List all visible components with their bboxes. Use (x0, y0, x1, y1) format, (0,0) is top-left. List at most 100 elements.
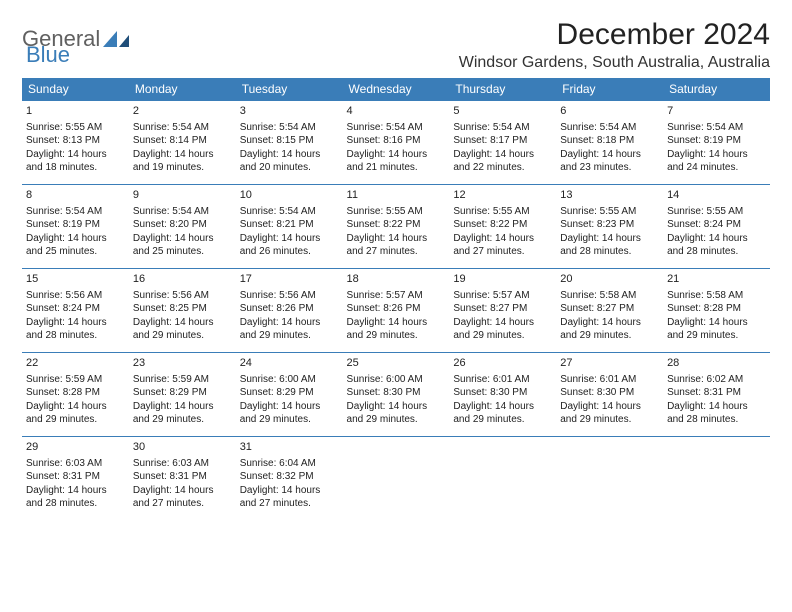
sunset-line: Sunset: 8:13 PM (26, 134, 125, 148)
calendar-row: 1Sunrise: 5:55 AMSunset: 8:13 PMDaylight… (22, 101, 770, 185)
daylight-line: Daylight: 14 hours and 29 minutes. (453, 316, 552, 343)
dayhdr-saturday: Saturday (663, 78, 770, 101)
daylight-line: Daylight: 14 hours and 23 minutes. (560, 148, 659, 175)
calendar-cell: 7 Sunrise: 5:54 AMSunset: 8:19 PMDaylight… (663, 101, 770, 185)
daylight-line: Daylight: 14 hours and 29 minutes. (26, 400, 125, 427)
sunset-line: Sunset: 8:28 PM (26, 386, 125, 400)
title-area: December 2024 Windsor Gardens, South Aus… (459, 18, 770, 72)
page-title: December 2024 (459, 18, 770, 52)
sunrise-line: Sunrise: 5:55 AM (26, 121, 125, 135)
sunrise-line: Sunrise: 6:04 AM (240, 457, 339, 471)
calendar-cell: 3Sunrise: 5:54 AMSunset: 8:15 PMDaylight… (236, 101, 343, 185)
sunset-line: Sunset: 8:22 PM (347, 218, 446, 232)
day-number: 17 (240, 272, 339, 287)
daylight-line: Daylight: 14 hours and 27 minutes. (133, 484, 232, 511)
calendar-cell: 28Sunrise: 6:02 AMSunset: 8:31 PMDayligh… (663, 353, 770, 437)
location-label: Windsor Gardens, South Australia, Austra… (459, 54, 770, 72)
dayhdr-thursday: Thursday (449, 78, 556, 101)
daylight-line: Daylight: 14 hours and 29 minutes. (560, 316, 659, 343)
calendar-cell: 1Sunrise: 5:55 AMSunset: 8:13 PMDaylight… (22, 101, 129, 185)
dayhdr-monday: Monday (129, 78, 236, 101)
sunrise-line: Sunrise: 5:54 AM (453, 121, 552, 135)
day-number: 4 (347, 104, 446, 119)
sunset-line: Sunset: 8:28 PM (667, 302, 766, 316)
sunset-line: Sunset: 8:24 PM (26, 302, 125, 316)
sunset-line: Sunset: 8:30 PM (560, 386, 659, 400)
calendar-cell: 23Sunrise: 5:59 AMSunset: 8:29 PMDayligh… (129, 353, 236, 437)
day-number: 14 (667, 188, 766, 203)
daylight-line: Daylight: 14 hours and 20 minutes. (240, 148, 339, 175)
sunset-line: Sunset: 8:31 PM (133, 470, 232, 484)
calendar-cell: 11 Sunrise: 5:55 AMSunset: 8:22 PMDayligh… (343, 185, 450, 269)
day-number: 13 (560, 188, 659, 203)
sunset-line: Sunset: 8:27 PM (453, 302, 552, 316)
sunrise-line: Sunrise: 5:58 AM (667, 289, 766, 303)
sunrise-line: Sunrise: 6:03 AM (133, 457, 232, 471)
sunrise-line: Sunrise: 5:55 AM (347, 205, 446, 219)
daylight-line: Daylight: 14 hours and 25 minutes. (26, 232, 125, 259)
calendar-row: 29Sunrise: 6:03 AMSunset: 8:31 PMDayligh… (22, 437, 770, 521)
sunset-line: Sunset: 8:14 PM (133, 134, 232, 148)
sunrise-line: Sunrise: 5:55 AM (453, 205, 552, 219)
sunset-line: Sunset: 8:20 PM (133, 218, 232, 232)
day-number: 2 (133, 104, 232, 119)
calendar-table: Sunday Monday Tuesday Wednesday Thursday… (22, 78, 770, 521)
sunrise-line: Sunrise: 5:54 AM (26, 205, 125, 219)
dayhdr-friday: Friday (556, 78, 663, 101)
daylight-line: Daylight: 14 hours and 29 minutes. (240, 400, 339, 427)
calendar-cell: 25Sunrise: 6:00 AMSunset: 8:30 PMDayligh… (343, 353, 450, 437)
calendar-cell: 6Sunrise: 5:54 AMSunset: 8:18 PMDaylight… (556, 101, 663, 185)
day-number: 10 (240, 188, 339, 203)
day-number: 24 (240, 356, 339, 371)
daylight-line: Daylight: 14 hours and 28 minutes. (560, 232, 659, 259)
sunset-line: Sunset: 8:31 PM (667, 386, 766, 400)
day-number: 29 (26, 440, 125, 455)
calendar-cell: 16Sunrise: 5:56 AMSunset: 8:25 PMDayligh… (129, 269, 236, 353)
sunset-line: Sunset: 8:23 PM (560, 218, 659, 232)
daylight-line: Daylight: 14 hours and 28 minutes. (26, 316, 125, 343)
sunset-line: Sunset: 8:18 PM (560, 134, 659, 148)
sunset-line: Sunset: 8:19 PM (667, 134, 766, 148)
sunrise-line: Sunrise: 5:54 AM (667, 121, 766, 135)
calendar-cell: 12Sunrise: 5:55 AMSunset: 8:22 PMDayligh… (449, 185, 556, 269)
sunset-line: Sunset: 8:27 PM (560, 302, 659, 316)
day-number: 11 (347, 188, 446, 203)
sunrise-line: Sunrise: 6:01 AM (560, 373, 659, 387)
dayhdr-wednesday: Wednesday (343, 78, 450, 101)
sunrise-line: Sunrise: 5:55 AM (560, 205, 659, 219)
sunset-line: Sunset: 8:21 PM (240, 218, 339, 232)
day-number: 27 (560, 356, 659, 371)
calendar-cell: 8Sunrise: 5:54 AMSunset: 8:19 PMDaylight… (22, 185, 129, 269)
calendar-cell: 10Sunrise: 5:54 AMSunset: 8:21 PMDayligh… (236, 185, 343, 269)
day-number: 12 (453, 188, 552, 203)
calendar-body: 1Sunrise: 5:55 AMSunset: 8:13 PMDaylight… (22, 101, 770, 521)
sunrise-line: Sunrise: 5:56 AM (240, 289, 339, 303)
calendar-cell: 2Sunrise: 5:54 AMSunset: 8:14 PMDaylight… (129, 101, 236, 185)
logo-sail-icon (103, 31, 129, 47)
sunset-line: Sunset: 8:31 PM (26, 470, 125, 484)
dayhdr-tuesday: Tuesday (236, 78, 343, 101)
day-number: 7 (667, 104, 766, 119)
calendar-cell: 29Sunrise: 6:03 AMSunset: 8:31 PMDayligh… (22, 437, 129, 521)
day-number: 18 (347, 272, 446, 287)
daylight-line: Daylight: 14 hours and 28 minutes. (667, 400, 766, 427)
daylight-line: Daylight: 14 hours and 25 minutes. (133, 232, 232, 259)
sunrise-line: Sunrise: 5:54 AM (240, 121, 339, 135)
calendar-cell-empty (663, 437, 770, 521)
day-number: 5 (453, 104, 552, 119)
calendar-cell: 30 Sunrise: 6:03 AMSunset: 8:31 PMDayligh… (129, 437, 236, 521)
sunrise-line: Sunrise: 6:02 AM (667, 373, 766, 387)
sunset-line: Sunset: 8:26 PM (240, 302, 339, 316)
day-number: 16 (133, 272, 232, 287)
daylight-line: Daylight: 14 hours and 24 minutes. (667, 148, 766, 175)
daylight-line: Daylight: 14 hours and 29 minutes. (133, 400, 232, 427)
day-number: 20 (560, 272, 659, 287)
daylight-line: Daylight: 14 hours and 27 minutes. (347, 232, 446, 259)
calendar-cell: 20Sunrise: 5:58 AMSunset: 8:27 PMDayligh… (556, 269, 663, 353)
daylight-line: Daylight: 14 hours and 28 minutes. (26, 484, 125, 511)
day-number: 30 (133, 440, 232, 455)
sunset-line: Sunset: 8:22 PM (453, 218, 552, 232)
calendar-row: 8Sunrise: 5:54 AMSunset: 8:19 PMDaylight… (22, 185, 770, 269)
day-number: 3 (240, 104, 339, 119)
daylight-line: Daylight: 14 hours and 29 minutes. (240, 316, 339, 343)
